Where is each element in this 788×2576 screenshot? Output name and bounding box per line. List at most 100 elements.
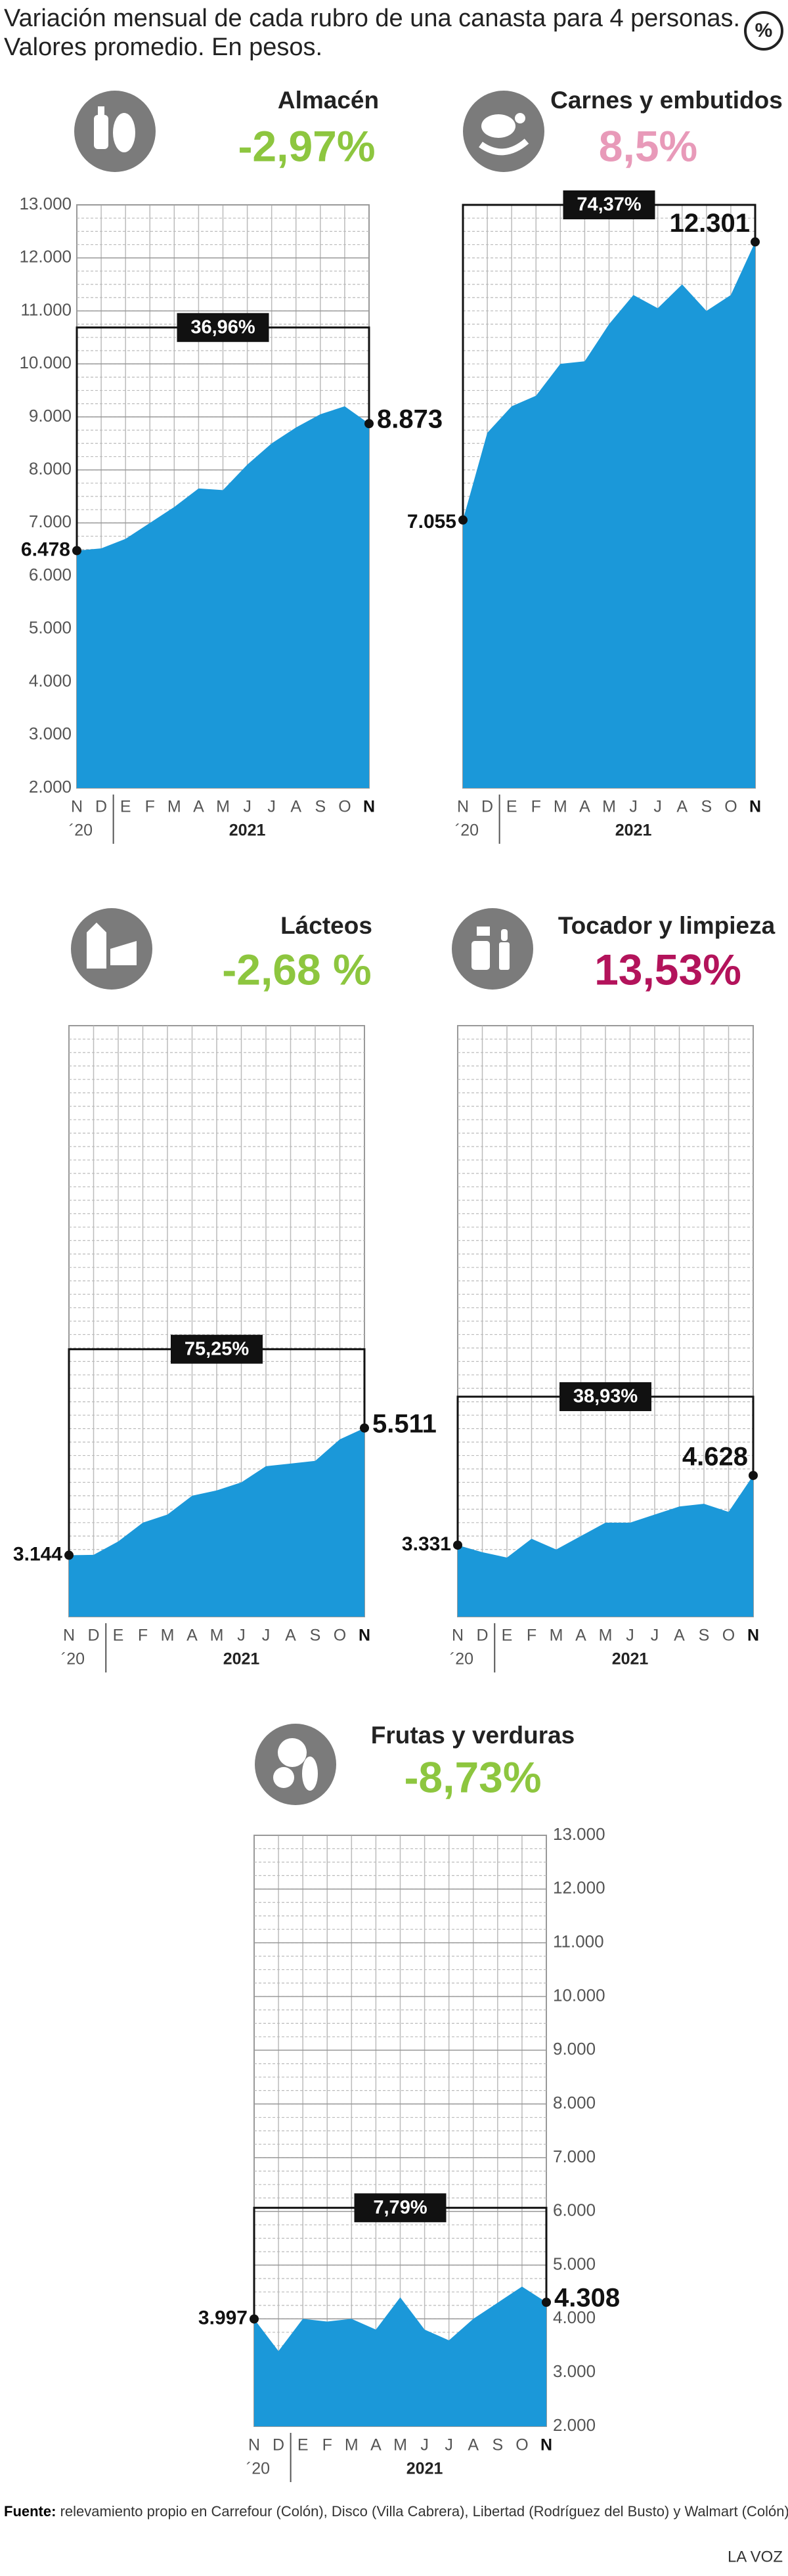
bracket-label-box [559,1382,651,1411]
value-label: 8.873 [377,405,443,434]
y-tick-label: 8.000 [553,2093,596,2112]
y-tick-label: 5.000 [553,2254,596,2273]
x-tick-label: O [334,1626,346,1645]
value-label: 4.308 [554,2284,620,2313]
source-label: Fuente: [4,2503,56,2520]
x-tick-label: A [468,2436,479,2455]
area [77,406,369,788]
point [751,237,760,247]
year-label: ´20 [455,821,479,840]
x-tick-label: N [452,1626,464,1645]
change: -2,68 % [222,945,371,993]
x-tick-label: F [145,798,155,816]
y-tick-label: 2.000 [553,2415,596,2435]
y-tick-label: 3.000 [553,2361,596,2381]
x-tick-label: A [193,798,204,816]
x-tick-label: A [186,1626,198,1645]
change: 8,5% [599,121,697,170]
x-tick-label: S [492,2436,503,2455]
y-tick-label: 11.000 [553,1932,604,1952]
x-tick-label: E [120,798,131,816]
page-subtitle: Valores promedio. En pesos. [4,33,322,61]
icon-shape [87,923,106,932]
point [64,1550,74,1560]
value-label: 12.301 [670,209,750,238]
year-label: ´20 [246,2460,270,2478]
x-tick-label: J [243,798,252,816]
x-tick-label: O [338,798,351,816]
badge: % [755,20,773,41]
x-tick-label: D [95,798,107,816]
x-tick-label: O [724,798,737,816]
x-tick-label: J [651,1626,659,1645]
x-tick-label: F [527,1626,536,1645]
icon-shape [110,941,137,965]
icon-shape [501,929,508,941]
y-tick-label: 6.000 [29,565,72,584]
icon-shape [471,941,490,970]
year-label: 2021 [223,1650,260,1669]
x-tick-label: N [63,1626,75,1645]
chart-title: Frutas y verduras [371,1722,575,1749]
x-tick-label: O [515,2436,528,2455]
bracket-label-box [177,313,269,342]
x-tick-label: E [502,1626,513,1645]
year-label: ´20 [69,821,93,840]
x-tick-label: S [699,1626,710,1645]
y-tick-label: 3.000 [29,724,72,743]
x-tick-label: E [506,798,517,816]
point [458,515,468,525]
x-tick-label: S [315,798,326,816]
chart-title: Lácteos [280,912,372,939]
year-label: ´20 [450,1650,473,1669]
x-tick-label: F [138,1626,148,1645]
x-tick-label: N [359,1626,370,1645]
chart-title: Almacén [278,87,379,114]
x-tick-label: M [554,798,567,816]
y-tick-label: 7.000 [553,2147,596,2166]
source-text: relevamiento propio en Carrefour (Colón)… [60,2503,788,2520]
icon-shape [278,1738,307,1767]
x-tick-label: D [273,2436,284,2455]
value-label: 7.055 [407,511,456,533]
point [250,2314,259,2324]
area [69,1428,364,1617]
x-tick-label: M [216,798,230,816]
point [542,2298,551,2307]
x-tick-label: N [363,798,375,816]
x-tick-label: J [262,1626,271,1645]
point [749,1470,758,1480]
credit: LA VOZ [728,2548,783,2565]
x-tick-label: N [457,798,469,816]
value-label: 5.511 [372,1409,437,1438]
footer-source: Fuente: relevamiento propio en Carrefour… [4,2503,788,2520]
y-tick-label: 5.000 [29,618,72,638]
x-tick-label: N [248,2436,260,2455]
x-tick-label: J [267,798,276,816]
x-tick-label: O [722,1626,735,1645]
value-label: 6.478 [21,538,70,560]
point [453,1540,462,1550]
bracket-label: 7,79% [373,2197,427,2218]
chart-title: Tocador y limpieza [558,912,776,939]
x-tick-label: A [676,798,688,816]
y-tick-label: 2.000 [29,777,72,797]
x-tick-label: A [674,1626,685,1645]
change: 13,53% [594,945,741,993]
x-tick-label: J [629,798,638,816]
x-tick-label: M [550,1626,563,1645]
x-tick-label: M [167,798,181,816]
icon-shape [477,927,490,936]
x-tick-label: M [161,1626,175,1645]
y-tick-label: 4.000 [553,2307,596,2327]
area [458,1475,753,1617]
icon-shape [113,113,135,152]
point [364,419,374,429]
page-title: Variación mensual de cada rubro de una c… [4,5,740,32]
y-tick-label: 11.000 [20,299,72,319]
x-tick-label: A [285,1626,296,1645]
y-tick-label: 12.000 [19,247,72,267]
bracket-label: 74,37% [577,194,642,215]
x-tick-label: A [370,2436,382,2455]
